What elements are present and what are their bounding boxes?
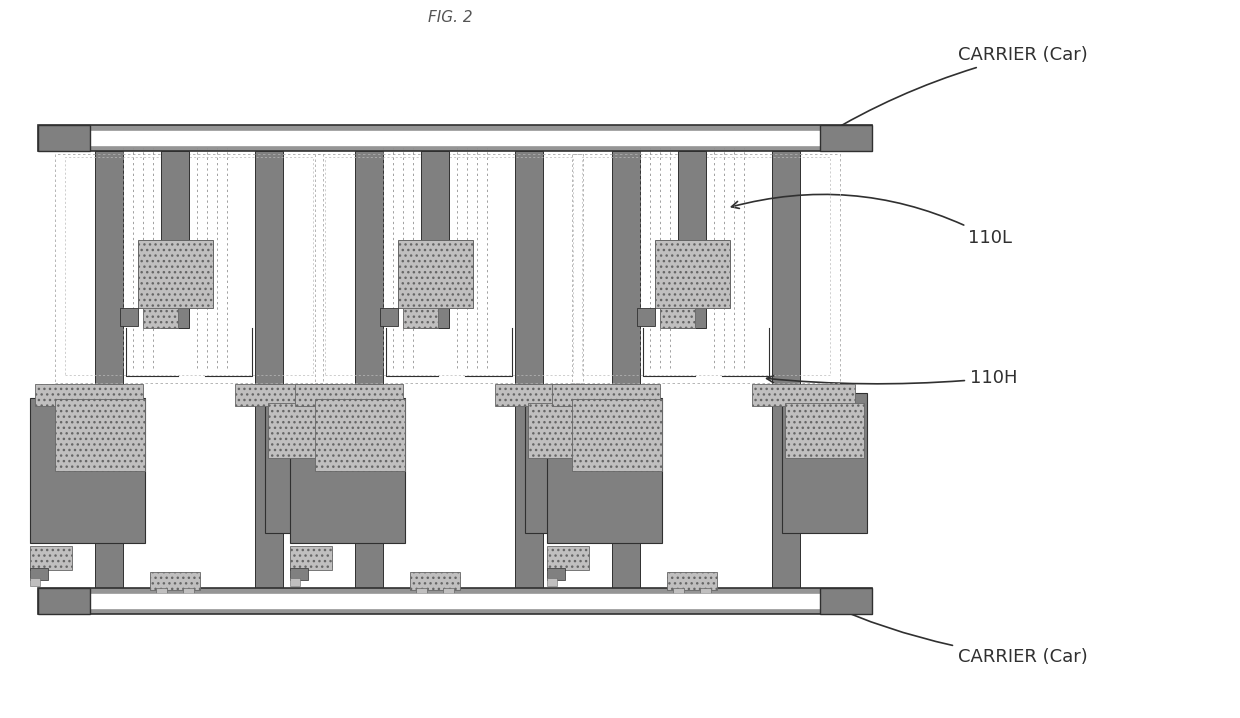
Bar [547,398,662,543]
Bar [785,403,864,458]
Bar [35,384,143,406]
Bar [379,308,398,326]
Bar [547,546,589,570]
Bar [236,384,339,406]
Text: CARRIER (Car): CARRIER (Car) [823,46,1087,136]
Bar [55,399,145,471]
Bar [40,130,870,146]
Bar [290,546,332,570]
Bar [398,240,472,308]
Bar [290,398,405,543]
Bar [30,568,48,580]
Bar [156,588,167,602]
Bar [525,393,610,533]
Bar [123,151,255,388]
Bar [315,399,405,471]
Bar [660,308,694,328]
Bar [150,572,200,590]
Bar [40,593,870,609]
Bar [38,125,872,151]
Bar [613,151,640,588]
Bar [572,399,662,471]
Bar [678,151,706,328]
Bar [782,393,867,533]
Text: FIG. 2: FIG. 2 [428,11,472,26]
Bar [295,384,403,406]
Bar [667,572,717,590]
Bar [547,568,565,580]
Bar [515,151,543,588]
Bar [443,588,454,602]
Bar [673,588,684,602]
Bar [383,151,515,388]
Bar [528,403,608,458]
Bar [403,308,438,328]
Bar [30,578,40,586]
Bar [161,151,188,328]
Bar [265,393,350,533]
Bar [637,308,655,326]
Bar [820,588,872,614]
Bar [30,398,145,543]
Text: CARRIER (Car): CARRIER (Car) [825,602,1087,666]
Bar [38,588,91,614]
Bar [95,151,123,588]
Bar [495,384,598,406]
Bar [410,572,460,590]
Bar [38,125,91,151]
Bar [268,403,347,458]
Text: 110H: 110H [766,369,1018,387]
Bar [552,384,660,406]
Bar [655,240,730,308]
Bar [38,588,872,614]
Bar [751,384,856,406]
Bar [30,546,72,570]
Bar [640,151,773,388]
Bar [547,578,557,586]
Bar [773,151,800,588]
Bar [820,125,872,151]
Bar [701,588,711,602]
Text: 110L: 110L [732,195,1012,247]
Bar [290,568,308,580]
Bar [184,588,193,602]
Bar [415,588,427,602]
Bar [143,308,179,328]
Bar [138,240,213,308]
Bar [255,151,283,588]
Bar [422,151,449,328]
Bar [290,578,300,586]
Bar [355,151,383,588]
Bar [120,308,138,326]
